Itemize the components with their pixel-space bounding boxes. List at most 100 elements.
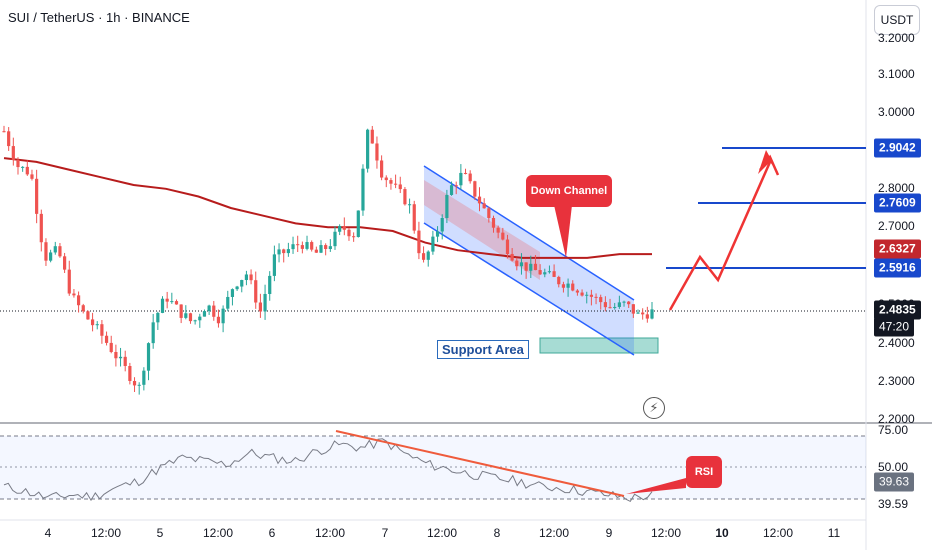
candle-body [645, 314, 649, 319]
time-tick: 7 [381, 526, 389, 540]
candle-body [519, 262, 524, 267]
symbol-title[interactable]: SUI / TetherUS · 1h · BINANCE [8, 10, 190, 25]
candle-body [286, 249, 290, 254]
time-tick: 12:00 [762, 526, 794, 540]
candle-body [16, 159, 20, 168]
down-channel-fill [424, 166, 634, 355]
candle-body [235, 286, 239, 290]
candle-body [585, 294, 589, 296]
candle-body [314, 249, 318, 253]
price-tick: 2.4000 [878, 336, 915, 350]
candle-body [566, 283, 570, 288]
candle-body [468, 173, 472, 182]
lightning-icon[interactable]: ⚡ [643, 397, 665, 419]
price-tag-rsi: 39.63 [874, 472, 915, 492]
candle-body [184, 313, 188, 318]
candle-body [109, 342, 113, 353]
candle-body [146, 343, 151, 371]
candle-body [86, 311, 90, 320]
time-tick: 11 [827, 526, 841, 540]
candle-body [524, 262, 528, 271]
candle-body [160, 298, 165, 313]
candle-body [132, 380, 137, 386]
price-tag-level-mid: 2.7609 [874, 193, 921, 213]
candle-body [277, 249, 281, 255]
candle-body [240, 280, 244, 287]
candle-body [515, 260, 519, 267]
candle-body [342, 226, 346, 230]
candle-body [216, 316, 221, 324]
candle-body [7, 131, 11, 147]
candle-body [613, 306, 617, 308]
candle-body [398, 184, 402, 190]
price-tick: 2.8000 [878, 181, 915, 195]
price-tick: 3.2000 [878, 31, 915, 45]
rsi-line [3, 438, 653, 503]
channel-bottom-line[interactable] [423, 222, 635, 356]
candle-body [165, 298, 169, 302]
candle-body [361, 168, 365, 211]
candle-body [403, 189, 407, 205]
candle-body [207, 305, 211, 312]
candle-body [296, 244, 300, 246]
time-tick: 12:00 [426, 526, 458, 540]
candle-body [230, 289, 235, 297]
candle-body [137, 384, 141, 386]
candle-body [76, 295, 81, 306]
candle-body [305, 242, 309, 249]
candle-body [557, 276, 561, 285]
candle-body [603, 302, 607, 308]
candle-body [477, 196, 482, 204]
candle-body [356, 210, 360, 237]
candle-body [389, 180, 393, 184]
candle-body [221, 308, 225, 324]
candle-body [459, 172, 463, 186]
channel-callout-pointer [554, 205, 572, 258]
candle-body [599, 297, 603, 303]
candle-body [543, 272, 547, 275]
support-area-box[interactable] [539, 337, 659, 354]
candle-body [128, 366, 132, 381]
candle-body [393, 183, 398, 185]
candle-body [575, 290, 580, 293]
candle-body [188, 313, 193, 322]
candle-body [589, 294, 593, 297]
candle-body [300, 245, 304, 249]
candle-body [202, 311, 207, 317]
price-tick: 2.7000 [878, 219, 915, 233]
time-tick: 5 [156, 526, 164, 540]
forecast-path[interactable] [668, 161, 772, 311]
candle-body [170, 301, 174, 303]
candle-body [35, 178, 39, 214]
price-tag-level-high: 2.9042 [874, 138, 921, 158]
support-area-label[interactable]: Support Area [437, 340, 529, 359]
channel-top-line[interactable] [423, 165, 635, 301]
candle-body [2, 131, 6, 133]
candle-body [501, 232, 505, 240]
candle-body [426, 251, 430, 260]
candle-body [352, 236, 356, 238]
rsi-callout[interactable]: RSI [686, 456, 722, 488]
candle-body [538, 270, 542, 275]
time-tick: 9 [605, 526, 613, 540]
time-tick: 12:00 [650, 526, 682, 540]
time-tick: 12:00 [538, 526, 570, 540]
candle-body [114, 352, 118, 359]
candle-body [338, 226, 342, 232]
candle-body [25, 166, 29, 175]
candle-body [505, 239, 510, 254]
candle-body [291, 244, 295, 250]
rsi-trend-line[interactable] [335, 430, 625, 497]
currency-button[interactable]: USDT [874, 5, 920, 35]
candle-body [328, 246, 332, 250]
candle-body [375, 143, 379, 161]
rsi-tick: 75.00 [878, 423, 909, 437]
candle-body [118, 356, 123, 359]
candle-body [463, 172, 468, 174]
price-tick: 2.2000 [878, 412, 915, 426]
time-tick: 12:00 [90, 526, 122, 540]
down-channel-callout[interactable]: Down Channel [526, 175, 612, 207]
ma-line-path [3, 157, 652, 259]
candle-body [174, 301, 179, 305]
